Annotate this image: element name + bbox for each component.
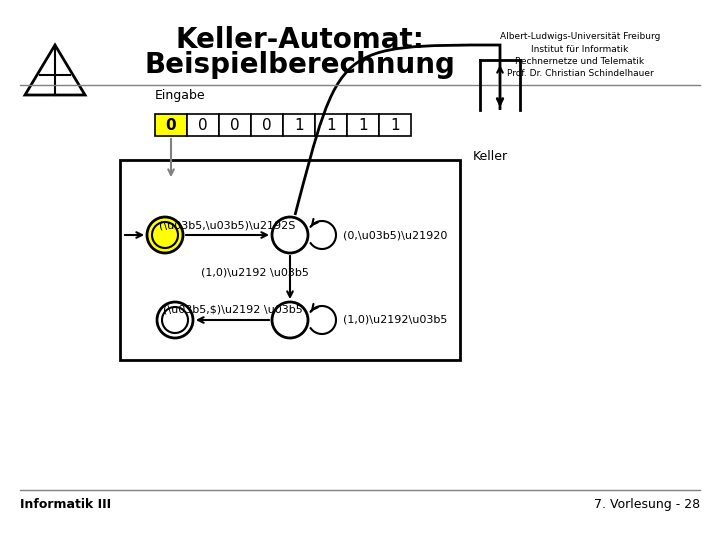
Text: (\u03b5,\u03b5)\u2192S: (\u03b5,\u03b5)\u2192S — [159, 220, 296, 230]
Text: 0: 0 — [166, 118, 176, 132]
Circle shape — [272, 217, 308, 253]
Circle shape — [147, 217, 183, 253]
Text: (1,0)\u2192 \u03b5: (1,0)\u2192 \u03b5 — [201, 267, 309, 278]
Text: (\u03b5,$)\u2192 \u03b5: (\u03b5,$)\u2192 \u03b5 — [163, 305, 302, 315]
Text: 1: 1 — [390, 118, 400, 132]
Text: 1: 1 — [294, 118, 304, 132]
Text: (0,\u03b5)\u21920: (0,\u03b5)\u21920 — [343, 230, 447, 240]
Text: Keller: Keller — [472, 150, 508, 163]
FancyBboxPatch shape — [219, 114, 251, 136]
Circle shape — [157, 302, 193, 338]
FancyBboxPatch shape — [120, 160, 460, 360]
Text: 0: 0 — [230, 118, 240, 132]
FancyBboxPatch shape — [379, 114, 411, 136]
Text: 1: 1 — [358, 118, 368, 132]
Text: 0: 0 — [198, 118, 208, 132]
Text: 0: 0 — [262, 118, 272, 132]
Text: 7. Vorlesung - 28: 7. Vorlesung - 28 — [594, 498, 700, 511]
Text: Beispielberechnung: Beispielberechnung — [145, 51, 456, 79]
Text: 1: 1 — [326, 118, 336, 132]
FancyBboxPatch shape — [315, 114, 347, 136]
FancyBboxPatch shape — [283, 114, 315, 136]
FancyBboxPatch shape — [347, 114, 379, 136]
Circle shape — [272, 302, 308, 338]
FancyBboxPatch shape — [155, 114, 187, 136]
FancyBboxPatch shape — [187, 114, 219, 136]
Text: Eingabe: Eingabe — [155, 89, 206, 102]
FancyBboxPatch shape — [251, 114, 283, 136]
Text: Keller-Automat:: Keller-Automat: — [176, 26, 424, 54]
Text: Informatik III: Informatik III — [20, 498, 111, 511]
Text: Albert-Ludwigs-Universität Freiburg
Institut für Informatik
Rechnernetze und Tel: Albert-Ludwigs-Universität Freiburg Inst… — [500, 32, 660, 78]
Text: (1,0)\u2192\u03b5: (1,0)\u2192\u03b5 — [343, 315, 447, 325]
